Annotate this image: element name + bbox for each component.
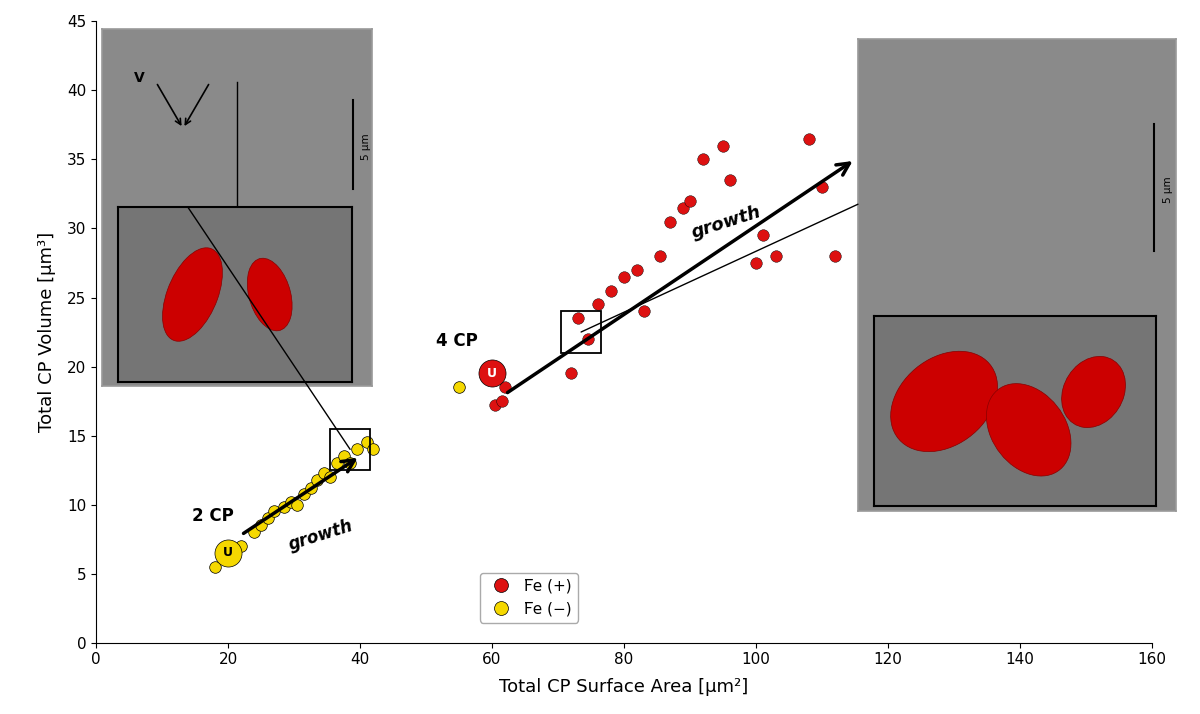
Point — [281, 496, 300, 508]
Point — [720, 174, 739, 186]
Text: growth: growth — [286, 516, 355, 553]
Point — [222, 547, 241, 558]
Bar — [562, 311, 601, 353]
Ellipse shape — [890, 351, 997, 452]
Ellipse shape — [247, 258, 292, 331]
Point — [578, 333, 598, 345]
Point — [328, 458, 347, 469]
Point — [232, 540, 251, 552]
Point — [628, 264, 647, 276]
Ellipse shape — [162, 248, 222, 341]
Point — [569, 313, 588, 324]
Point — [746, 257, 766, 268]
Bar — [330, 428, 370, 470]
Point — [799, 133, 818, 144]
Point — [865, 133, 884, 144]
Ellipse shape — [986, 383, 1070, 476]
Point — [492, 396, 511, 407]
Text: 5 μm: 5 μm — [1163, 177, 1174, 203]
Point — [252, 520, 271, 531]
Point — [334, 451, 353, 462]
Legend: F̅e (+), F̅e (−): F̅e (+), F̅e (−) — [480, 573, 578, 623]
Point — [661, 216, 680, 227]
Text: growth: growth — [689, 203, 763, 242]
Point — [341, 458, 360, 469]
Text: U: U — [487, 367, 497, 380]
Point — [364, 443, 383, 455]
Point — [205, 561, 224, 573]
Point — [294, 488, 313, 499]
Point — [288, 499, 307, 511]
Point — [258, 513, 277, 524]
Point — [767, 251, 786, 262]
Text: 2 CP: 2 CP — [192, 507, 234, 525]
Point — [614, 271, 634, 283]
Point — [265, 506, 284, 517]
Point — [886, 147, 905, 159]
Text: U: U — [223, 546, 233, 559]
Point — [496, 381, 515, 393]
Point — [694, 154, 713, 165]
Text: V: V — [134, 71, 145, 85]
Point — [812, 181, 832, 193]
Point — [245, 526, 264, 538]
Point — [218, 547, 238, 558]
Point — [482, 368, 502, 379]
Point — [562, 368, 581, 379]
Point — [680, 195, 700, 206]
Point — [314, 467, 334, 478]
Point — [588, 298, 607, 310]
Point — [358, 437, 377, 448]
Point — [878, 119, 898, 131]
Point — [486, 399, 505, 411]
Y-axis label: Total CP Volume [μm³]: Total CP Volume [μm³] — [37, 232, 55, 432]
Point — [754, 230, 773, 241]
Point — [713, 140, 732, 151]
Point — [347, 443, 366, 455]
Point — [826, 251, 845, 262]
Point — [275, 502, 294, 513]
Point — [320, 471, 340, 483]
Point — [307, 474, 326, 486]
Ellipse shape — [1062, 356, 1126, 428]
Point — [635, 306, 654, 317]
Text: 4 CP: 4 CP — [436, 332, 478, 350]
Point — [1063, 50, 1082, 61]
Point — [601, 285, 620, 296]
X-axis label: Total CP Surface Area [μm²]: Total CP Surface Area [μm²] — [499, 678, 749, 696]
Text: 5 μm: 5 μm — [361, 133, 371, 160]
Point — [674, 202, 694, 213]
Point — [301, 482, 320, 493]
Point — [650, 251, 670, 262]
Point — [450, 381, 469, 393]
